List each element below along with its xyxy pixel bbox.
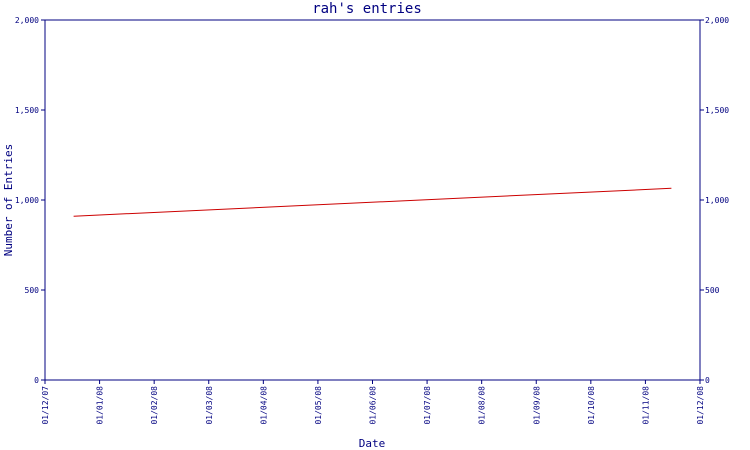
x-tick-label: 01/11/08 <box>641 386 650 425</box>
y-tick-label-left: 2,000 <box>15 16 39 25</box>
series-line <box>73 187 672 217</box>
y-axis-right: 0 500 1,000 1,500 2,000 <box>700 16 729 385</box>
y-axis-left: 0 500 1,000 1,500 2,000 <box>15 16 45 385</box>
y-tick-label-right: 2,000 <box>705 16 729 25</box>
x-tick-label: 01/09/08 <box>532 386 541 425</box>
x-tick-label: 01/12/08 <box>696 386 705 425</box>
y-tick-label-left: 500 <box>25 286 40 295</box>
x-tick-label: 01/03/08 <box>205 386 214 425</box>
chart-title: rah's entries <box>312 1 422 17</box>
x-axis: 01/12/07 01/01/08 01/02/08 01/03/08 01/04/08… <box>41 380 705 425</box>
x-tick-label: 01/08/08 <box>478 386 487 425</box>
plot-area-frame <box>44 19 701 381</box>
y-tick-label-right: 1,000 <box>705 196 729 205</box>
y-tick-label-right: 0 <box>705 376 710 385</box>
x-axis-title: Date <box>359 437 386 450</box>
x-tick-label: 01/02/08 <box>150 386 159 425</box>
x-tick-label: 01/10/08 <box>587 386 596 425</box>
y-axis-title: Number of Entries <box>2 144 15 257</box>
x-tick-label: 01/07/08 <box>423 386 432 425</box>
y-tick-label-left: 1,500 <box>15 106 39 115</box>
y-tick-label-left: 0 <box>34 376 39 385</box>
y-tick-label-right: 500 <box>705 286 720 295</box>
x-tick-label: 01/05/08 <box>314 386 323 425</box>
series-layer <box>73 187 672 217</box>
x-tick-label: 01/12/07 <box>41 386 50 425</box>
y-tick-label-left: 1,000 <box>15 196 39 205</box>
x-tick-label: 01/04/08 <box>259 386 268 425</box>
x-tick-label: 01/01/08 <box>96 386 105 425</box>
x-tick-label: 01/06/08 <box>369 386 378 425</box>
y-tick-label-right: 1,500 <box>705 106 729 115</box>
